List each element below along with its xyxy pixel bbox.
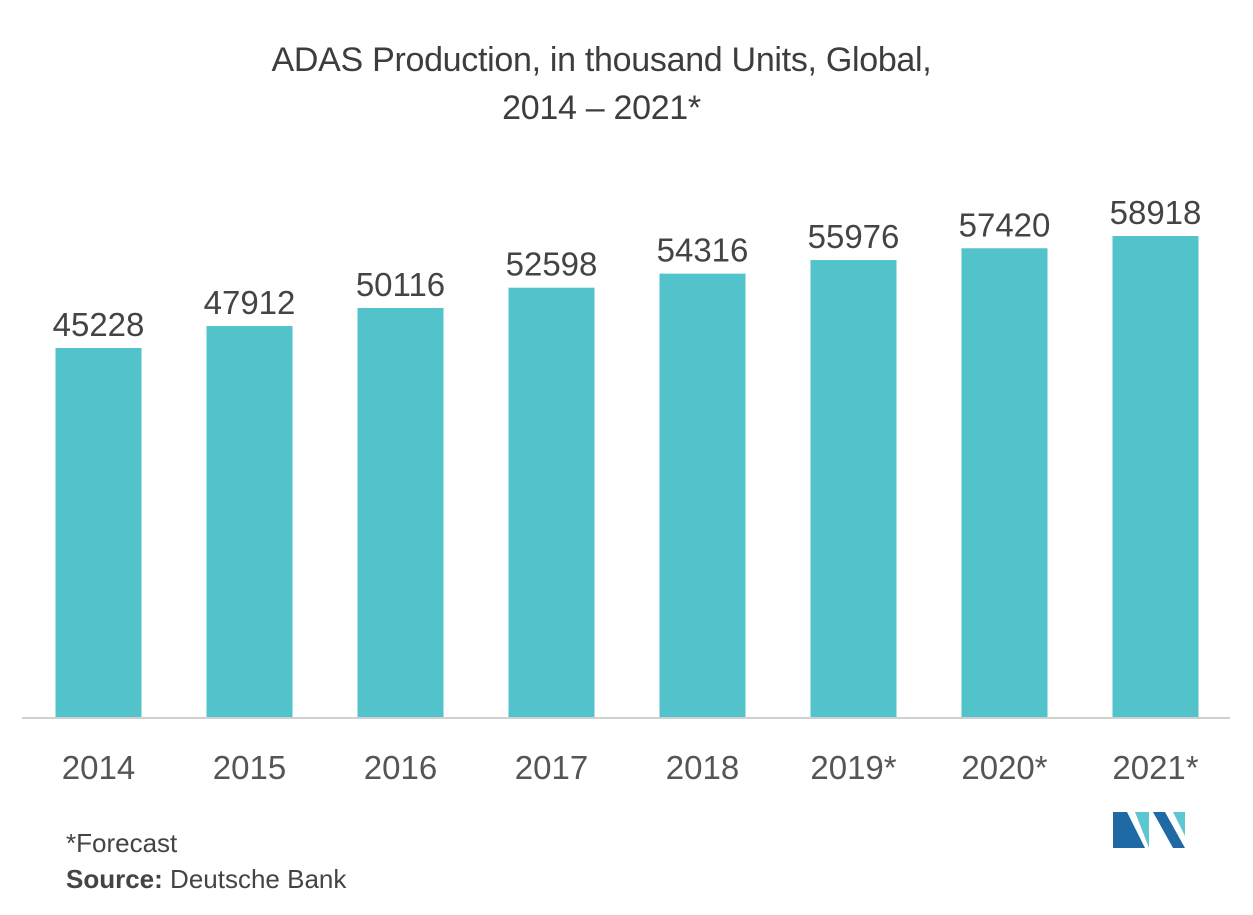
data-label: 58918 [1110, 194, 1202, 231]
bar-2015 [206, 326, 293, 718]
bar-2021-forecast [1112, 236, 1199, 718]
x-tick-label: 2014 [62, 749, 135, 786]
data-label: 50116 [356, 266, 445, 303]
bar-2014 [55, 347, 142, 718]
chart-title-line-1: ADAS Production, in thousand Units, Glob… [271, 41, 932, 79]
source-text: Deutsche Bank [170, 864, 347, 894]
forecast-footnote: *Forecast [66, 828, 178, 858]
bar-2017 [508, 287, 595, 718]
x-tick-label: 2019* [810, 749, 896, 786]
logo-right-bar [1173, 812, 1185, 836]
source-label: Source: [66, 864, 163, 894]
x-tick-label: 2018 [666, 749, 739, 786]
bar-2019-forecast [810, 260, 897, 718]
bar-2018 [659, 273, 746, 718]
x-tick-label: 2015 [213, 749, 286, 786]
logo-left-stroke [1113, 812, 1145, 848]
x-tick-label: 2021* [1112, 749, 1198, 786]
x-tick-labels-layer: 2014 2015 2016 2017 2018 2019* 2020* 2021* [62, 749, 1199, 786]
data-labels-layer: 45228 47912 50116 52598 54316 55976 57420 58918 [53, 194, 1202, 343]
chart-title: ADAS Production, in thousand Units, Glob… [0, 36, 1203, 132]
data-label: 55976 [808, 218, 900, 255]
bar-2016 [357, 308, 444, 718]
bar-2020-forecast [961, 248, 1048, 718]
x-tick-label: 2017 [515, 749, 588, 786]
data-label: 45228 [53, 306, 145, 343]
data-label: 54316 [657, 232, 749, 269]
bars-layer [55, 236, 1199, 718]
data-label: 57420 [959, 206, 1051, 243]
source-note: Source: Deutsche Bank [66, 864, 346, 895]
chart-title-line-2: 2014 – 2021* [502, 89, 701, 127]
mordor-intelligence-logo-icon [1113, 812, 1185, 848]
data-label: 47912 [204, 284, 296, 321]
logo-right-stroke [1153, 812, 1185, 848]
logo-middle-stroke [1135, 812, 1149, 848]
data-label: 52598 [506, 246, 598, 283]
x-tick-label: 2016 [364, 749, 437, 786]
x-tick-label: 2020* [961, 749, 1047, 786]
